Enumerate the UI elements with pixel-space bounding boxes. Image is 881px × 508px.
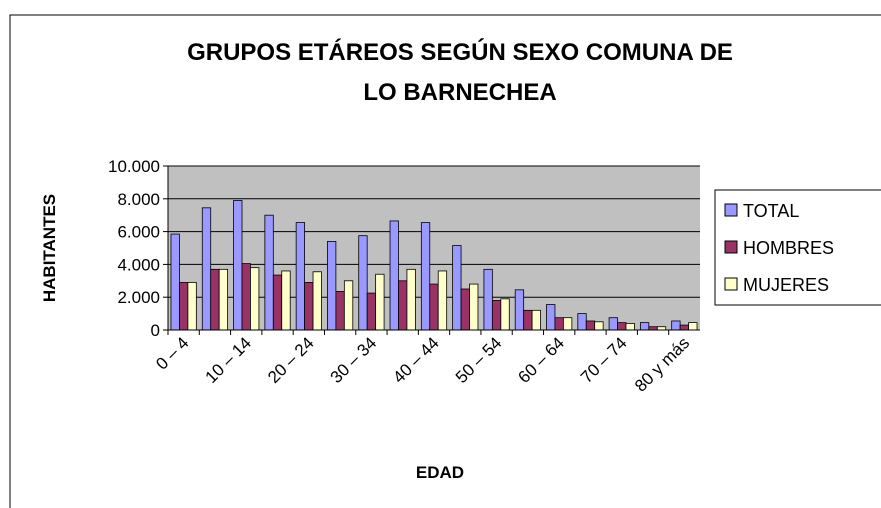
bar <box>272 274 283 331</box>
bar <box>398 280 408 331</box>
bar <box>358 235 368 331</box>
y-tick-label: 8.000 <box>117 190 160 209</box>
bar <box>264 214 274 331</box>
bar <box>304 282 314 331</box>
bar <box>625 323 635 331</box>
legend-swatch <box>724 277 738 291</box>
y-axis-label: HABITANTES <box>40 194 59 302</box>
bar <box>366 292 377 331</box>
bar <box>500 298 510 331</box>
legend-box <box>714 189 881 306</box>
bar <box>201 207 212 331</box>
legend-label: HOMBRES <box>743 238 834 258</box>
bar <box>452 245 462 331</box>
legend-label: TOTAL <box>743 201 799 221</box>
bar <box>688 322 698 331</box>
bar <box>218 268 229 331</box>
bar <box>585 320 596 331</box>
bar <box>233 200 243 331</box>
bar <box>437 270 448 331</box>
bar <box>491 300 502 331</box>
bar <box>295 222 305 331</box>
bar <box>523 309 533 331</box>
bar <box>170 233 180 331</box>
bar <box>531 309 541 331</box>
bar <box>250 267 260 331</box>
bar <box>343 280 354 331</box>
y-tick-label: 4.000 <box>117 255 160 274</box>
y-tick-label: 2.000 <box>117 288 160 307</box>
y-tick-label: 0 <box>151 321 160 340</box>
bar <box>241 263 251 331</box>
legend-label: MUJERES <box>743 275 829 295</box>
legend-swatch <box>724 203 738 217</box>
bar <box>563 317 573 331</box>
bar <box>469 283 479 331</box>
bar <box>577 313 587 331</box>
bar <box>406 268 416 331</box>
chart-title: GRUPOS ETÁREOS SEGÚN SEXO COMUNA DE <box>187 38 733 66</box>
bar <box>608 317 618 331</box>
bar <box>420 222 431 331</box>
bar <box>389 220 399 331</box>
bar <box>179 282 189 331</box>
y-tick-label: 10.000 <box>108 157 160 176</box>
bar <box>187 282 197 331</box>
bar <box>639 322 650 331</box>
bar <box>281 270 291 331</box>
chart-title: LO BARNECHEA <box>363 79 556 106</box>
bar <box>546 304 556 331</box>
bar <box>335 291 345 331</box>
bar <box>671 320 681 331</box>
bar <box>327 241 337 331</box>
bar <box>312 271 322 331</box>
bar <box>679 324 689 331</box>
x-axis-label: EDAD <box>416 463 464 482</box>
bar <box>554 317 564 331</box>
bar <box>594 321 604 331</box>
bar <box>375 273 385 331</box>
bar <box>514 289 525 331</box>
y-tick-label: 6.000 <box>117 223 160 242</box>
bar <box>210 268 220 331</box>
bar <box>617 322 627 331</box>
bar <box>429 283 439 331</box>
bar <box>460 288 470 331</box>
legend-swatch <box>724 240 738 254</box>
bar <box>483 268 493 331</box>
